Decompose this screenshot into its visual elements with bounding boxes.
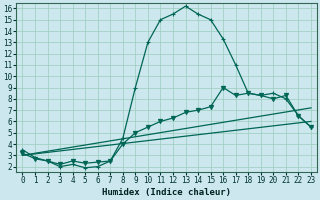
X-axis label: Humidex (Indice chaleur): Humidex (Indice chaleur) xyxy=(102,188,231,197)
